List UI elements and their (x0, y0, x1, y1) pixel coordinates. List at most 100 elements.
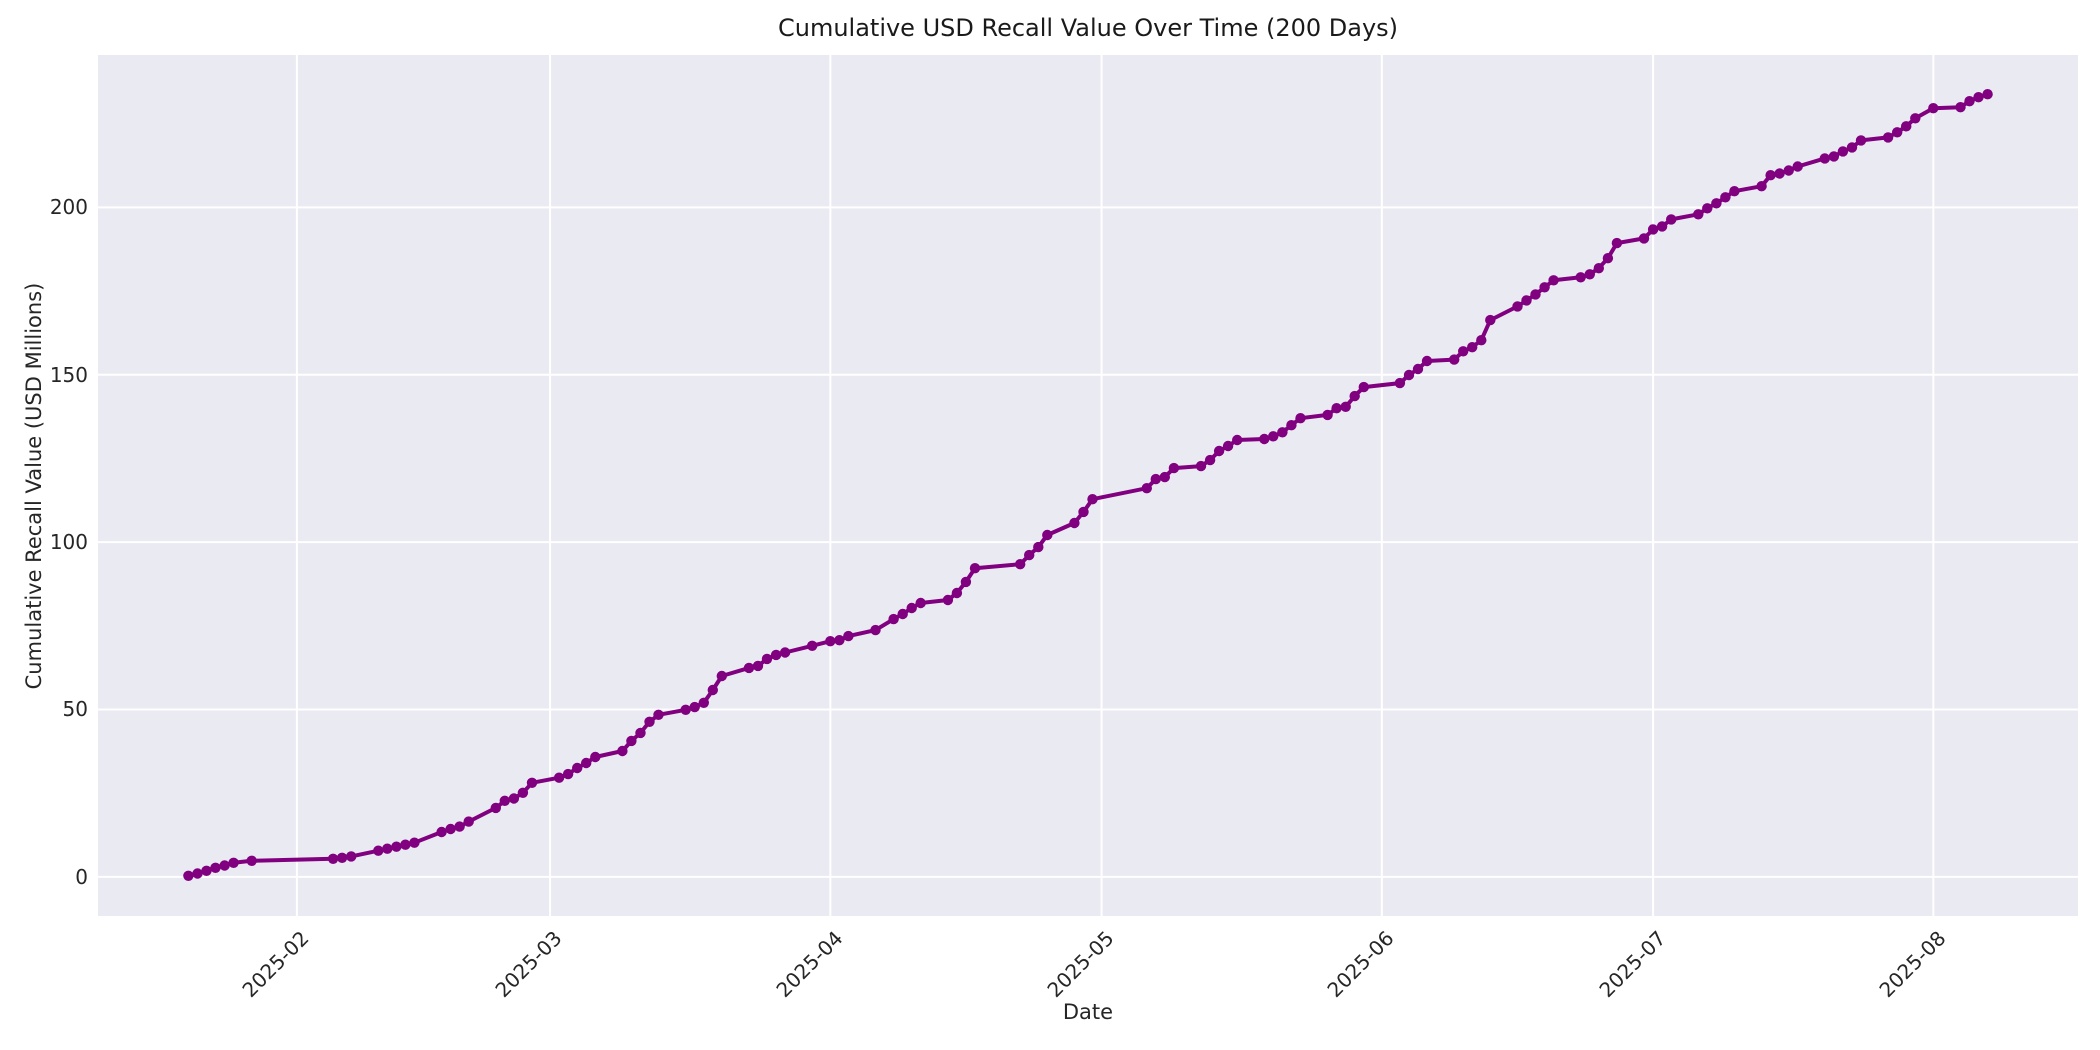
data-point (1720, 192, 1731, 203)
data-point (1702, 203, 1713, 214)
data-point (1548, 275, 1559, 286)
data-point (1656, 221, 1668, 232)
data-point (1069, 517, 1080, 529)
data-point (825, 636, 836, 647)
data-point (1539, 282, 1550, 293)
data-point (1322, 409, 1333, 421)
data-point (346, 851, 357, 862)
data-point (1928, 103, 1939, 114)
y-tick-label: 50 (62, 697, 88, 722)
data-point (1458, 346, 1469, 357)
data-point (183, 870, 194, 881)
data-point (1024, 549, 1035, 561)
data-point (1855, 135, 1867, 146)
x-tick-label: 2025-04 (771, 926, 848, 1003)
x-axis-label: Date (1062, 1000, 1114, 1024)
data-point (707, 684, 718, 696)
data-point (1485, 314, 1496, 326)
data-point (779, 647, 791, 658)
data-point (1159, 471, 1171, 483)
data-point (1232, 434, 1243, 446)
data-point (1910, 113, 1921, 124)
data-point (246, 855, 257, 866)
data-point (644, 716, 655, 727)
x-tick-label: 2025-07 (1593, 926, 1671, 1003)
data-point (1819, 153, 1831, 164)
x-tick-label: 2025-06 (1322, 926, 1399, 1003)
data-point (590, 751, 601, 763)
data-point (1033, 541, 1044, 553)
data-point (1602, 253, 1614, 264)
data-point (1892, 127, 1903, 138)
data-point (951, 587, 963, 599)
data-point (1882, 132, 1894, 143)
data-point (897, 608, 908, 620)
data-point (1421, 355, 1433, 367)
plot-area (98, 55, 2078, 916)
data-point (1901, 121, 1912, 132)
data-point (752, 660, 764, 672)
x-tick-label: 2025-02 (237, 926, 314, 1003)
data-point (490, 802, 501, 814)
data-point (1150, 473, 1162, 485)
data-point (1638, 233, 1650, 244)
data-point (653, 709, 664, 720)
data-point (1711, 198, 1722, 209)
data-point (960, 576, 972, 588)
data-point (1765, 170, 1776, 181)
data-point (689, 701, 700, 713)
data-point (1846, 142, 1858, 153)
data-point (1666, 214, 1677, 225)
data-point (1213, 445, 1225, 457)
chart-title: Cumulative USD Recall Value Over Time (2… (777, 14, 1399, 42)
data-point (454, 821, 465, 832)
data-point (508, 793, 520, 804)
y-tick-label: 200 (49, 195, 88, 220)
data-point (1259, 433, 1270, 445)
data-point (1792, 161, 1803, 172)
y-tick-label: 0 (75, 864, 88, 889)
data-point (201, 865, 212, 876)
data-point (1756, 181, 1767, 192)
data-point (770, 649, 782, 661)
data-point (617, 745, 628, 757)
data-point (327, 853, 339, 864)
data-point (1087, 494, 1098, 505)
data-point (1964, 96, 1975, 107)
data-point (445, 823, 456, 835)
data-point (1042, 529, 1053, 541)
data-point (915, 597, 926, 609)
data-point (1611, 237, 1623, 249)
data-point (1584, 269, 1596, 280)
data-point (1476, 335, 1487, 346)
data-point (526, 777, 538, 788)
data-point (807, 640, 818, 651)
data-point (1222, 440, 1234, 452)
x-tick-label: 2025-05 (1042, 926, 1119, 1003)
data-point (499, 795, 510, 806)
data-point (1340, 401, 1351, 412)
y-tick-label: 100 (49, 530, 88, 555)
data-point (400, 839, 411, 850)
data-point (680, 704, 691, 715)
data-point (1349, 390, 1360, 402)
data-point (1078, 506, 1089, 518)
data-point (1530, 289, 1541, 300)
data-point (562, 768, 574, 780)
series-line (186, 92, 1990, 878)
data-point (1955, 102, 1966, 113)
data-point (906, 602, 917, 614)
line-chart (98, 55, 2078, 916)
data-point (1973, 92, 1984, 103)
data-point (391, 841, 402, 852)
x-tick-label: 2025-03 (490, 926, 568, 1003)
data-point (572, 762, 583, 774)
data-point (888, 613, 899, 625)
data-point (969, 563, 981, 574)
data-point (1141, 483, 1153, 494)
data-point (635, 727, 646, 739)
data-point (1268, 431, 1279, 442)
data-point (1412, 363, 1424, 375)
data-point (761, 653, 773, 665)
